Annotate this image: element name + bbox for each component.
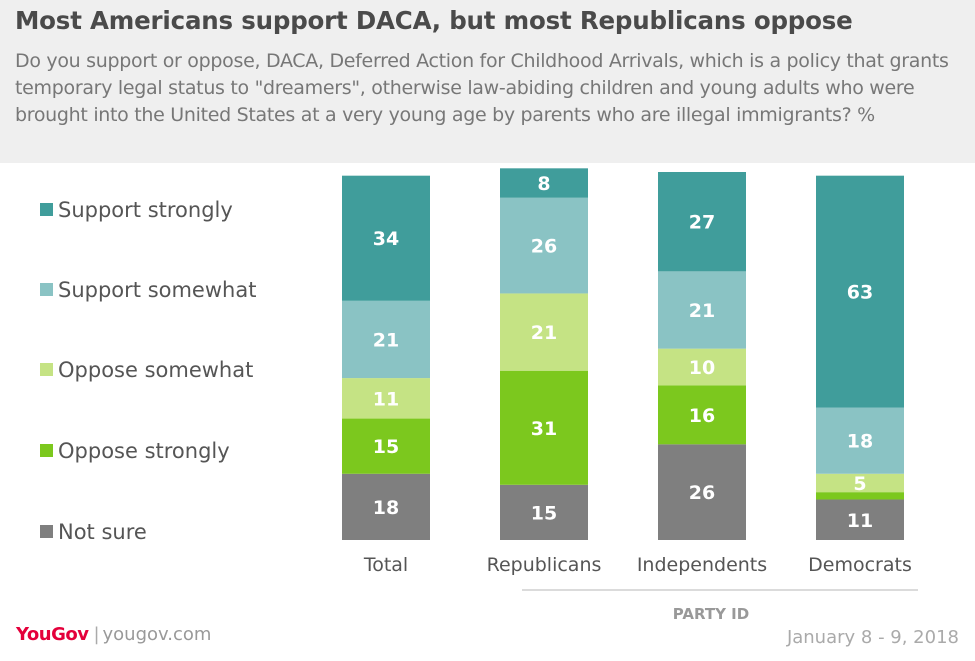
bar-total-oppose-somewhat <box>342 378 430 419</box>
survey-date: January 8 - 9, 2018 <box>786 627 959 648</box>
category-label-republicans: Republicans <box>487 554 602 576</box>
data-label-total-oppose-strongly: 15 <box>373 436 399 458</box>
bar-democrats-support-somewhat <box>816 407 904 474</box>
data-label-democrats-oppose-somewhat: 5 <box>853 473 866 495</box>
legend-swatch-support-somewhat <box>40 283 53 296</box>
brand-separator: | <box>93 624 100 645</box>
category-label-independents: Independents <box>637 554 767 576</box>
data-label-independents-oppose-somewhat: 10 <box>689 357 715 379</box>
bar-democrats-support-strongly <box>816 175 904 408</box>
footer-brand: YouGov | yougov.com <box>16 624 211 645</box>
bar-republicans-oppose-somewhat <box>500 293 588 371</box>
bar-independents-support-strongly <box>658 172 746 272</box>
category-label-total: Total <box>363 554 408 576</box>
party-id-group-label: PARTY ID <box>673 605 749 623</box>
legend-swatch-not-sure <box>40 525 53 538</box>
data-label-independents-oppose-strongly: 16 <box>689 405 715 427</box>
category-label-democrats: Democrats <box>808 554 912 576</box>
legend-label-oppose-somewhat: Oppose somewhat <box>58 358 253 382</box>
data-label-republicans-support-strongly: 8 <box>537 173 550 195</box>
legend-label-support-somewhat: Support somewhat <box>58 278 256 302</box>
bar-total-support-strongly <box>342 175 430 301</box>
bar-democrats-oppose-strongly <box>816 492 904 500</box>
data-label-total-support-strongly: 34 <box>373 228 399 250</box>
data-label-democrats-support-strongly: 63 <box>847 282 873 304</box>
header-band: Most Americans support DACA, but most Re… <box>0 0 975 163</box>
data-label-independents-not-sure: 26 <box>689 482 715 504</box>
data-label-total-not-sure: 18 <box>373 497 399 519</box>
data-label-republicans-oppose-somewhat: 21 <box>531 322 557 344</box>
chart-title: Most Americans support DACA, but most Re… <box>15 6 853 35</box>
bar-independents-oppose-strongly <box>658 385 746 445</box>
yougov-logo: YouGov <box>16 624 89 645</box>
brand-url: yougov.com <box>102 624 212 645</box>
bar-republicans-oppose-strongly <box>500 370 588 485</box>
data-label-independents-support-somewhat: 21 <box>689 300 715 322</box>
legend-swatch-oppose-somewhat <box>40 363 53 376</box>
bar-total-support-somewhat <box>342 300 430 379</box>
data-label-independents-support-strongly: 27 <box>689 212 715 234</box>
bar-democrats-oppose-somewhat <box>816 473 904 493</box>
bar-independents-oppose-somewhat <box>658 348 746 386</box>
data-label-republicans-oppose-strongly: 31 <box>531 418 557 440</box>
legend-label-not-sure: Not sure <box>58 520 147 544</box>
bar-republicans-not-sure <box>500 484 588 540</box>
bar-total-not-sure <box>342 473 430 540</box>
data-label-total-oppose-somewhat: 11 <box>373 388 399 410</box>
bar-republicans-support-somewhat <box>500 197 588 294</box>
chart-subtitle: Do you support or oppose, DACA, Deferred… <box>15 50 949 126</box>
data-label-democrats-support-somewhat: 18 <box>847 431 873 453</box>
bar-republicans-support-strongly <box>500 168 588 198</box>
data-label-republicans-not-sure: 15 <box>531 502 557 524</box>
bar-democrats-not-sure <box>816 499 904 540</box>
data-label-total-support-somewhat: 21 <box>373 329 399 351</box>
data-label-democrats-not-sure: 11 <box>847 510 873 532</box>
data-label-republicans-support-somewhat: 26 <box>531 236 557 258</box>
legend-swatch-oppose-strongly <box>40 444 53 457</box>
legend-swatch-support-strongly <box>40 203 53 216</box>
legend-label-oppose-strongly: Oppose strongly <box>58 439 230 463</box>
legend-label-support-strongly: Support strongly <box>58 198 233 222</box>
bar-total-oppose-strongly <box>342 418 430 474</box>
bar-independents-support-somewhat <box>658 271 746 349</box>
bar-independents-not-sure <box>658 444 746 540</box>
